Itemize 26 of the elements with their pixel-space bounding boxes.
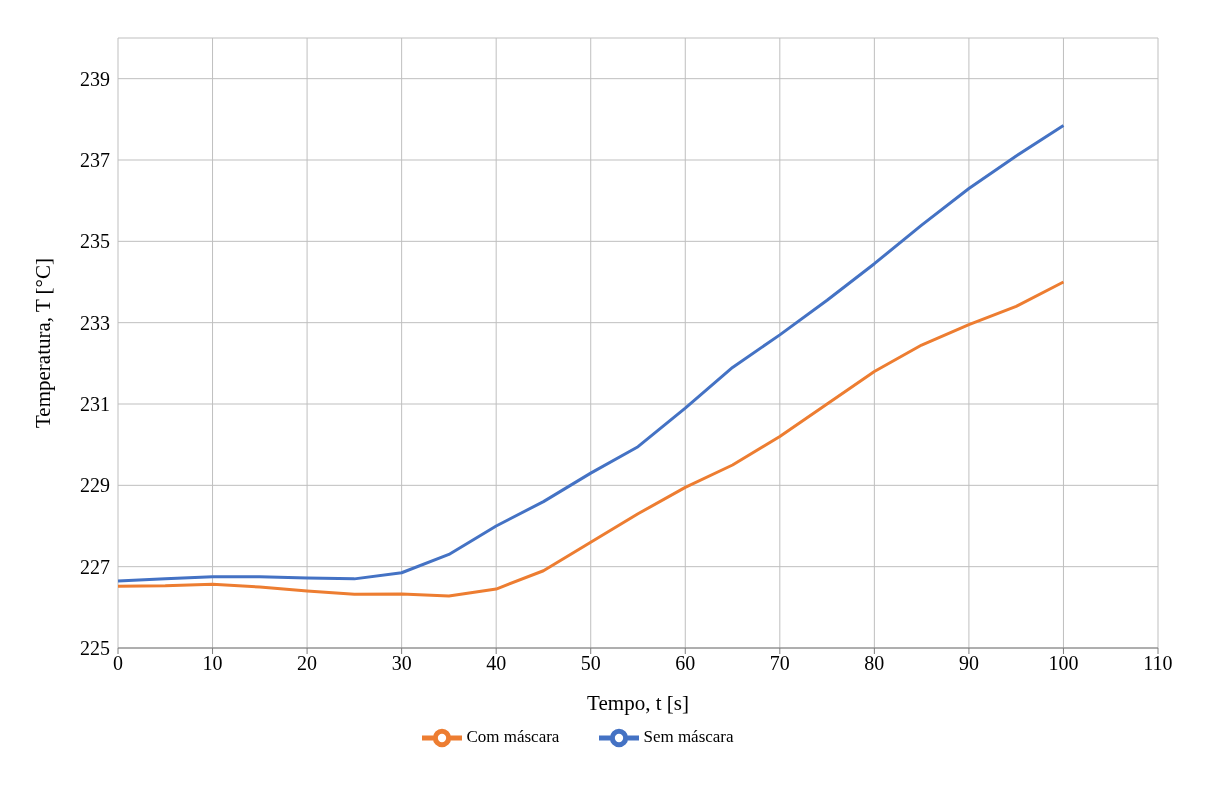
line-series — [118, 123, 1065, 583]
x-axis-title: Tempo, t [s] — [587, 691, 689, 715]
x-tick-label: 40 — [486, 652, 507, 675]
x-tick-label: 10 — [202, 652, 223, 675]
x-tick-label: 70 — [769, 652, 790, 675]
y-tick-label: 235 — [80, 230, 110, 253]
legend-label: Sem máscara — [643, 726, 734, 746]
y-tick-label: 239 — [80, 67, 110, 90]
x-tick-label: 0 — [113, 652, 123, 675]
x-tick-label: 80 — [864, 652, 885, 675]
y-tick-label: 233 — [80, 311, 110, 334]
x-tick-label: 110 — [1143, 652, 1173, 675]
x-tick-label: 20 — [297, 652, 318, 675]
x-tick-label: 30 — [391, 652, 412, 675]
legend-label: Com máscara — [466, 726, 560, 746]
x-tick-label: 60 — [675, 652, 696, 675]
x-tick-label: 90 — [958, 652, 979, 675]
y-tick-label: 229 — [80, 474, 110, 497]
y-tick-label: 237 — [80, 149, 110, 172]
y-axis-title: Temperatura, T [°C] — [31, 257, 56, 429]
x-tick-label: 100 — [1048, 652, 1079, 675]
y-tick-label: 231 — [80, 393, 110, 416]
y-tick-label: 225 — [80, 637, 110, 660]
line-series — [118, 280, 1065, 598]
y-tick-label: 227 — [80, 555, 110, 578]
x-tick-label: 50 — [580, 652, 601, 675]
